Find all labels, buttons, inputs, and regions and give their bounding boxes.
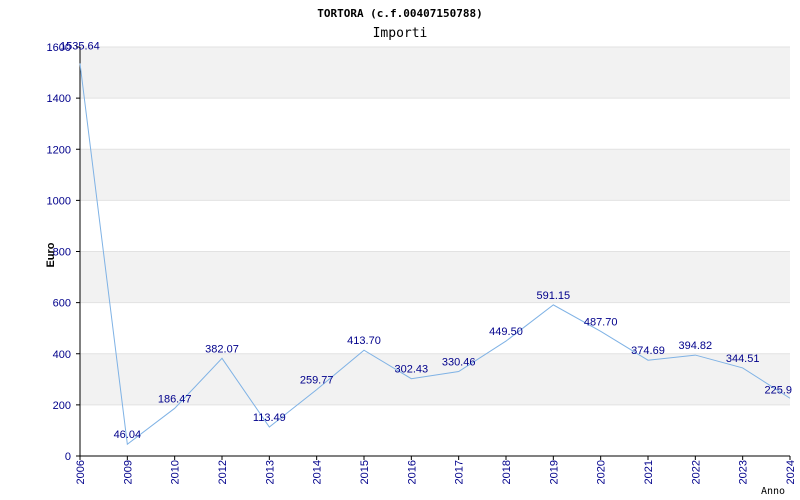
- x-axis-label: Anno: [761, 486, 785, 497]
- y-tick-label: 800: [53, 247, 71, 259]
- grid-bands: [80, 47, 790, 405]
- y-tick-label: 1200: [47, 144, 71, 156]
- x-tick-label: 2024: [785, 460, 797, 484]
- grid-band: [80, 251, 790, 303]
- grid-band: [80, 149, 790, 201]
- grid-band: [80, 47, 790, 99]
- grid-band: [80, 353, 790, 405]
- x-tick-label: 2021: [643, 460, 655, 484]
- y-tick-label: 1400: [47, 93, 71, 105]
- data-label: 1535.64: [60, 40, 100, 52]
- x-tick-label: 2017: [454, 460, 466, 484]
- x-tick-label: 2012: [217, 460, 229, 484]
- series-group: [79, 63, 791, 446]
- y-axis-label: Euro: [45, 242, 57, 267]
- y-tick-label: 1600: [47, 42, 71, 54]
- data-label: 46.04: [114, 429, 142, 441]
- x-tick-label: 2018: [501, 460, 513, 484]
- series-line: [79, 63, 791, 446]
- data-label: 186.47: [158, 393, 192, 405]
- data-label: 225.9: [764, 384, 792, 396]
- y-tick-labels: 0 200 400 600 800 1000 1200 1400 1600: [47, 42, 80, 463]
- data-label: 113.49: [253, 412, 286, 424]
- x-tick-label: 2009: [122, 460, 134, 484]
- x-tick-label: 2015: [359, 460, 371, 484]
- data-label: 591.15: [537, 290, 571, 302]
- x-tick-label: 2022: [690, 460, 702, 484]
- data-label: 302.43: [395, 364, 429, 376]
- data-label: 449.50: [489, 326, 523, 338]
- data-label: 259.77: [300, 375, 334, 387]
- y-tick-label: 200: [53, 400, 71, 412]
- x-tick-label: 2014: [312, 460, 324, 484]
- data-label: 344.51: [726, 353, 760, 365]
- x-tick-labels: 2006 2009 2010 2012 2013 2014 2015 2016 2017 2018…: [75, 456, 797, 484]
- chart-subtitle: Importi: [373, 26, 428, 41]
- x-tick-label: 2006: [75, 460, 87, 484]
- x-tick-label: 2020: [596, 460, 608, 484]
- data-labels: 1535.64 46.04 186.47 382.07 113.49 259.77 413.…: [60, 40, 792, 441]
- data-label: 382.07: [205, 343, 239, 355]
- x-tick-label: 2023: [738, 460, 750, 484]
- x-tick-label: 2010: [170, 460, 182, 484]
- y-tick-label: 600: [53, 298, 71, 310]
- chart-title: TORTORA (c.f.00407150788): [317, 7, 483, 20]
- data-label: 413.70: [347, 335, 381, 347]
- y-tick-label: 400: [53, 349, 71, 361]
- x-tick-label: 2016: [406, 460, 418, 484]
- data-label: 374.69: [631, 345, 665, 357]
- data-label: 487.70: [584, 316, 618, 328]
- y-tick-label: 1000: [47, 195, 71, 207]
- y-tick-label: 0: [65, 451, 71, 463]
- x-tick-label: 2019: [548, 460, 560, 484]
- x-tick-label: 2013: [264, 460, 276, 484]
- data-label: 330.46: [442, 357, 476, 369]
- data-label: 394.82: [679, 340, 713, 352]
